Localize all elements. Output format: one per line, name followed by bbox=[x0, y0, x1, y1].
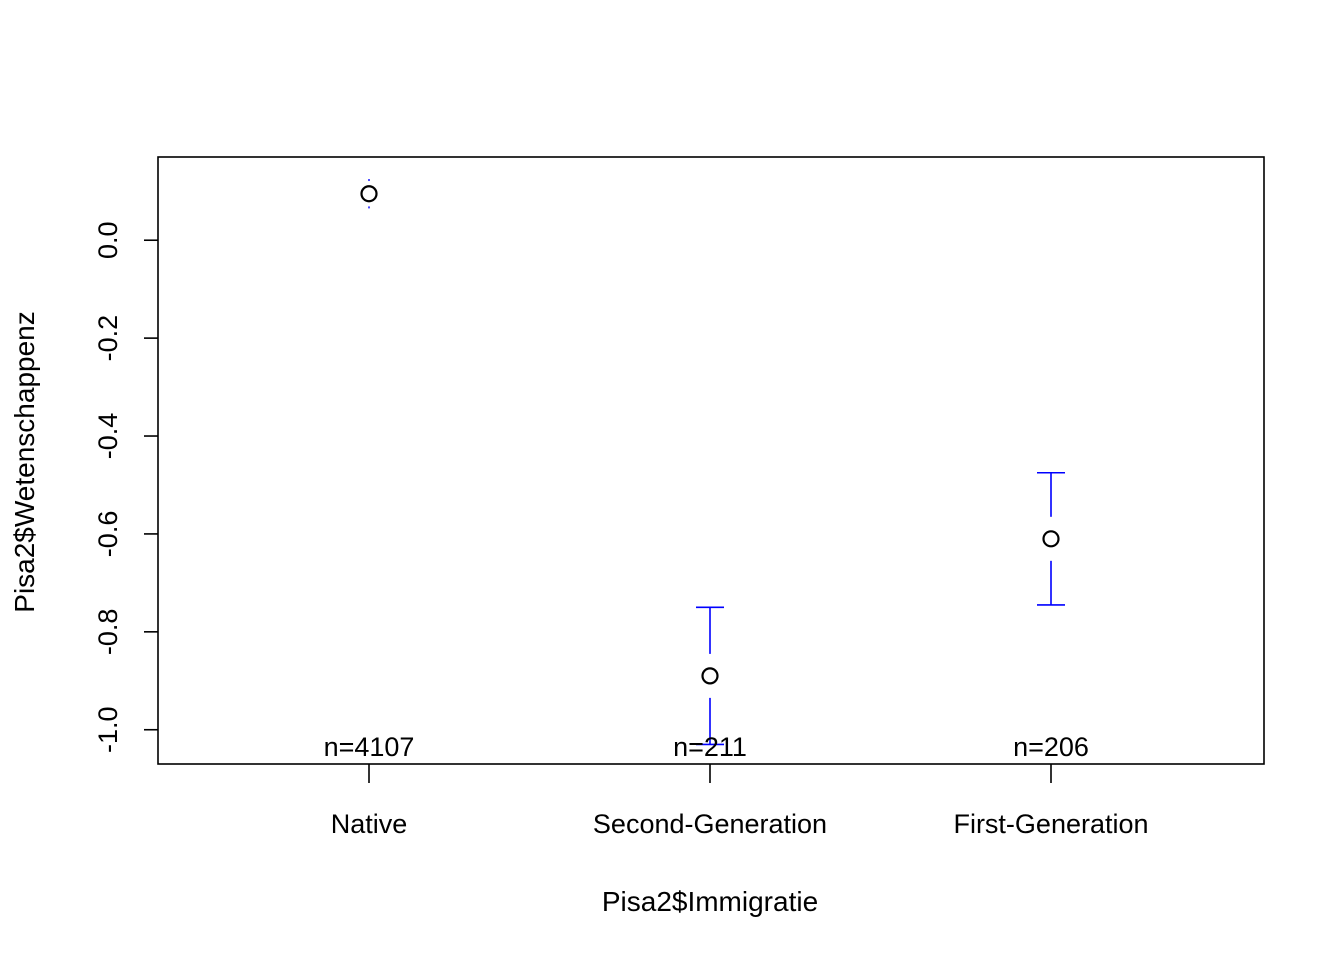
mean-point bbox=[1042, 530, 1060, 548]
x-axis: Native Second-Generation First-Generation bbox=[331, 764, 1149, 839]
x-axis-title: Pisa2$Immigratie bbox=[602, 886, 818, 917]
n-label: n=211 bbox=[673, 732, 747, 762]
x-tick-label: Second-Generation bbox=[593, 809, 827, 839]
y-tick-label: -0.6 bbox=[93, 511, 123, 558]
mean-point bbox=[701, 667, 719, 685]
y-tick-label: -0.4 bbox=[93, 413, 123, 460]
y-axis: 0.0 -0.2 -0.4 -0.6 -0.8 -1.0 bbox=[93, 221, 158, 753]
error-bar bbox=[696, 606, 724, 746]
mean-points bbox=[360, 185, 1060, 685]
plot-frame bbox=[157, 156, 1265, 765]
y-tick-label: 0.0 bbox=[93, 221, 123, 259]
y-tick-label: -1.0 bbox=[93, 706, 123, 753]
y-tick-label: -0.2 bbox=[93, 315, 123, 362]
error-bars bbox=[368, 179, 1065, 746]
n-label: n=206 bbox=[1013, 732, 1089, 762]
mean-point bbox=[360, 185, 378, 203]
x-tick-label: First-Generation bbox=[953, 809, 1148, 839]
x-tick-label: Native bbox=[331, 809, 408, 839]
sample-size-labels: n=4107 n=211 n=206 bbox=[324, 732, 1089, 762]
error-bar bbox=[1037, 471, 1065, 606]
n-label: n=4107 bbox=[324, 732, 415, 762]
y-axis-title: Pisa2$Wetenschappenz bbox=[9, 311, 40, 612]
y-tick-label: -0.8 bbox=[93, 609, 123, 656]
